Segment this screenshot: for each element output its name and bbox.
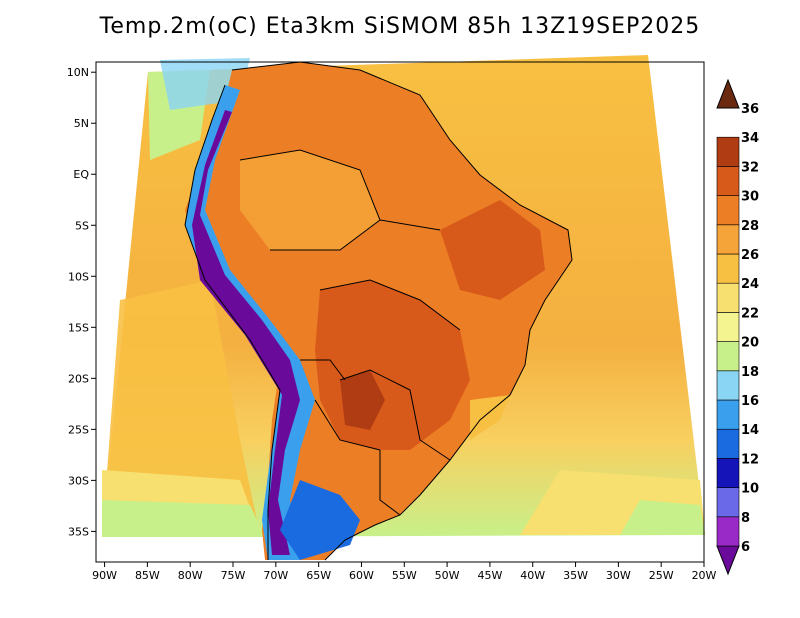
map-title: Temp.2m(oC) Eta3km SiSMOM 85h 13Z19SEP20…: [99, 14, 701, 39]
map-plot-area: [102, 55, 705, 561]
colorbar-segment: [716, 136, 740, 167]
colorbar-label: 36: [741, 102, 759, 117]
lon-tick-label: 70W: [263, 569, 288, 582]
lon-tick-label: 25W: [649, 569, 674, 582]
colorbar-segment: [716, 312, 740, 342]
hot-northeast: [440, 200, 545, 300]
colorbar-segment: [716, 224, 740, 255]
colorbar-under-arrow: [716, 545, 740, 576]
lon-tick-label: 90W: [92, 569, 117, 582]
lat-tick-label: 15S: [68, 321, 89, 334]
latitude-axis: 10N 5N EQ 5S 10S 15S 20S 25S 30S 35S: [67, 66, 96, 538]
lat-tick-label: 10S: [68, 270, 89, 283]
colorbar-label: 24: [741, 277, 759, 292]
pacific-warm-band: [102, 280, 260, 537]
colorbar-segment: [716, 458, 740, 488]
lon-tick-label: 65W: [306, 569, 331, 582]
patagonia-cold: [280, 480, 360, 560]
lon-tick-label: 40W: [520, 569, 545, 582]
colorbar-label: 34: [741, 131, 759, 146]
colorbar-segment: [716, 253, 740, 284]
colorbar-segment: [716, 195, 740, 226]
andes-coldest-strip: [192, 110, 300, 555]
hottest-core: [340, 370, 385, 430]
far-south-atlantic-cool-band: [620, 500, 705, 535]
colorbar-label: 28: [741, 219, 759, 234]
longitude-axis: 90W 85W 80W 75W 70W 65W 60W 55W 50W 45W 40W 35W 30W 2…: [92, 562, 717, 582]
colorbar-segment: [716, 399, 740, 430]
colorbar-segment: [716, 282, 740, 313]
lon-tick-label: 55W: [392, 569, 417, 582]
lat-tick-label: 25S: [68, 423, 89, 436]
colorbar-label: 20: [741, 336, 759, 351]
colorbar-label: 22: [741, 306, 759, 321]
colorbar-label: 16: [741, 394, 759, 409]
lon-tick-label: 20W: [692, 569, 717, 582]
lon-tick-label: 85W: [135, 569, 160, 582]
colorbar-label: 32: [741, 160, 759, 175]
lat-tick-label: 5N: [74, 117, 89, 130]
colorbar-over-arrow: [716, 78, 740, 109]
south-pacific-cool-band: [102, 500, 265, 537]
map-frame: [95, 61, 705, 563]
colorbar-segment: [716, 428, 740, 459]
colorbar-label: 18: [741, 365, 759, 380]
colorbar-label: 12: [741, 452, 759, 467]
amazon-cooler: [240, 150, 380, 250]
colorbar-label: 14: [741, 423, 759, 438]
colorbar-segment: [716, 370, 740, 401]
lon-tick-label: 45W: [477, 569, 502, 582]
lat-tick-label: 5S: [75, 219, 89, 232]
lon-tick-label: 75W: [221, 569, 246, 582]
colorbar-segment: [716, 487, 740, 518]
colorbar-label: 30: [741, 190, 759, 205]
colorbar-segment: [716, 341, 740, 372]
country-borders: [184, 61, 573, 561]
lat-tick-label: 20S: [68, 372, 89, 385]
lat-tick-label: 10N: [67, 66, 89, 79]
colorbar-segment: [716, 166, 740, 196]
lat-tick-label: EQ: [73, 168, 89, 181]
lon-tick-label: 35W: [563, 569, 588, 582]
lon-tick-label: 30W: [606, 569, 631, 582]
colorbar-label: 8: [741, 511, 750, 526]
lon-tick-label: 60W: [349, 569, 374, 582]
lon-tick-label: 50W: [435, 569, 460, 582]
lat-tick-label: 30S: [68, 474, 89, 487]
colorbar-label: 26: [741, 248, 759, 263]
colorbar-label: 6: [741, 540, 750, 555]
southeast-brazil-cooler: [470, 395, 510, 440]
colorbar-segment: [716, 516, 740, 547]
lon-tick-label: 80W: [178, 569, 203, 582]
temperature-colorbar: 36 34 32 30 28 26 24 22 20 18 16 14 12 10 8 6: [716, 78, 759, 576]
lat-tick-label: 35S: [68, 525, 89, 538]
colorbar-label: 10: [741, 482, 759, 497]
